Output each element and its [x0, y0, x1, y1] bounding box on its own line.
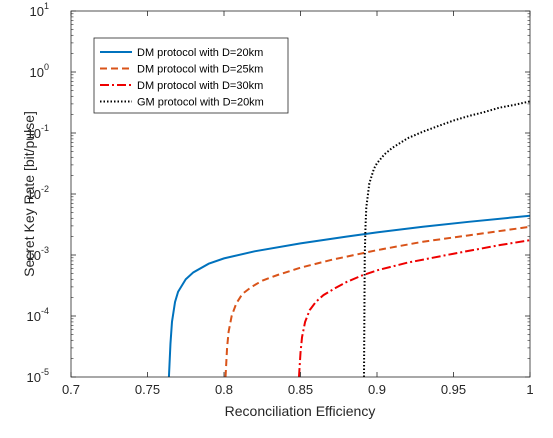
legend-label-3: DM protocol with D=30km [137, 80, 263, 92]
series-line-4 [362, 100, 530, 377]
ticks-layer: 0.7 0.75 0.8 0.85 0.9 0.95 1 10-5 10-4 10-3 10-2 10… [27, 1, 534, 397]
y-tick-label: 100 [30, 62, 49, 80]
y-tick-label: 10-1 [27, 123, 49, 141]
x-tick-label: 1 [526, 382, 533, 397]
y-tick-label: 10-4 [27, 306, 49, 324]
y-tick-label: 10-3 [27, 245, 49, 263]
y-tick-label: 101 [30, 1, 49, 19]
y-tick-label: 10-2 [27, 184, 49, 202]
x-tick-label: 0.85 [288, 382, 313, 397]
y-axis-label: Secret Key Rate [bit/pulse] [21, 111, 37, 277]
legend-label-4: GM protocol with D=20km [137, 97, 264, 109]
y-tick-label: 10-5 [27, 367, 49, 385]
series-line-1 [167, 214, 530, 377]
x-tick-label: 0.8 [215, 382, 233, 397]
series-layer [167, 100, 530, 377]
series-line-3 [297, 239, 530, 377]
x-tick-label: 0.75 [135, 382, 160, 397]
legend-label-1: DM protocol with D=20km [137, 47, 263, 59]
legend: DM protocol with D=20km DM protocol with … [93, 37, 289, 114]
x-axis-label: Reconciliation Efficiency [225, 403, 376, 419]
legend-label-2: DM protocol with D=25km [137, 64, 263, 76]
x-tick-label: 0.9 [368, 382, 386, 397]
legend-items: DM protocol with D=20km DM protocol with … [100, 47, 264, 109]
series-line-2 [224, 225, 530, 377]
x-tick-label: 0.7 [62, 382, 80, 397]
legend-box [93, 37, 289, 114]
x-tick-label: 0.95 [441, 382, 466, 397]
